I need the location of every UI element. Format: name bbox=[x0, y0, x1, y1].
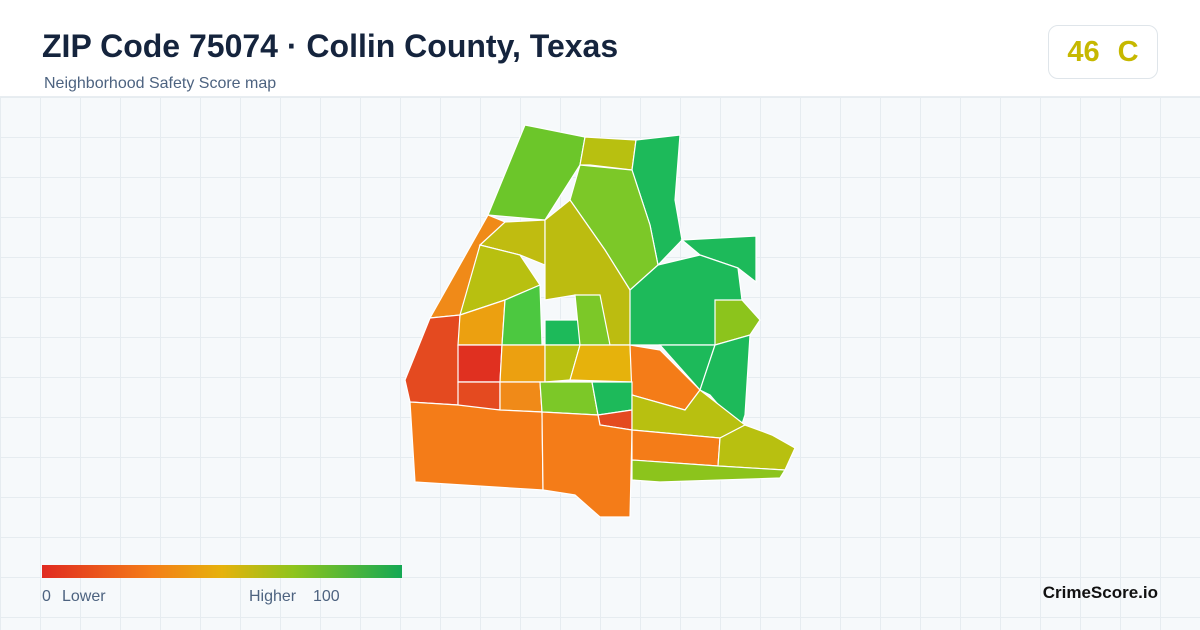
legend-high-label: Higher bbox=[249, 588, 297, 605]
score-badge: 46 C bbox=[1048, 25, 1158, 79]
score-value: 46 bbox=[1067, 35, 1100, 68]
legend-max: 100 bbox=[313, 588, 340, 605]
legend-gradient bbox=[42, 565, 402, 578]
title: ZIP Code 75074 · Collin County, Texas bbox=[42, 28, 619, 64]
score-grade: C bbox=[1117, 35, 1139, 68]
brand: CrimeScore.io bbox=[1042, 583, 1158, 602]
legend-low-label: Lower bbox=[62, 588, 106, 605]
neighborhoods bbox=[404, 124, 796, 518]
legend-min: 0 bbox=[42, 588, 51, 605]
header: ZIP Code 75074 · Collin County, Texas Ne… bbox=[0, 0, 1200, 97]
subtitle: Neighborhood Safety Score map bbox=[44, 75, 277, 92]
